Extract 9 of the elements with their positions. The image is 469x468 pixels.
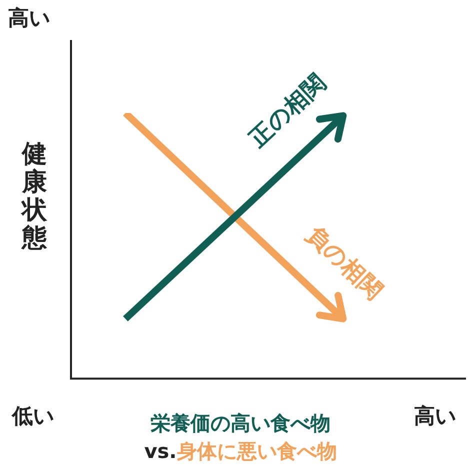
text: 低い [12, 403, 55, 430]
text: 負の相関 [301, 222, 387, 305]
text: 高い [414, 403, 457, 430]
y-axis-title: 健康状態 [22, 139, 48, 252]
text: 高い [8, 5, 51, 32]
text: vs. [144, 439, 177, 463]
text: 正の相関 [244, 70, 331, 153]
x-axis-title: 栄養価の高い食べ物 [150, 411, 330, 435]
text: 身体に悪い食べ物 [176, 439, 337, 463]
